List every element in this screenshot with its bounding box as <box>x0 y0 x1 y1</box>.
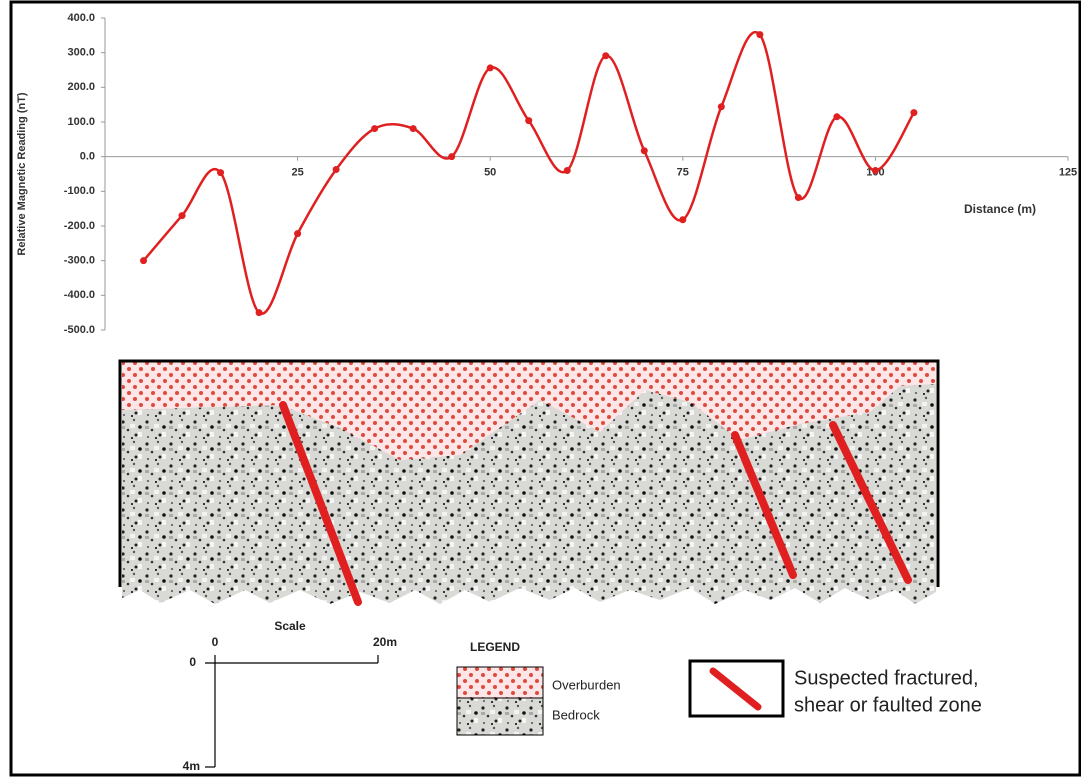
data-point <box>564 167 571 174</box>
data-point <box>718 103 725 110</box>
scale-label: 0 <box>189 655 196 669</box>
x-tick-label: 125 <box>1059 167 1077 179</box>
scale-label: 0 <box>212 635 219 649</box>
data-point <box>525 117 532 124</box>
x-tick-label: 75 <box>677 167 689 179</box>
cross-section <box>120 361 938 604</box>
legend-label: Bedrock <box>552 707 600 722</box>
scale-title: Scale <box>274 619 306 633</box>
data-point <box>756 31 763 38</box>
legend-title: LEGEND <box>470 640 520 654</box>
scale-label: 4m <box>183 759 200 773</box>
data-point <box>371 125 378 132</box>
data-point <box>294 230 301 237</box>
data-point <box>910 109 917 116</box>
y-tick-label: 0.0 <box>80 151 95 163</box>
data-point <box>217 169 224 176</box>
data-point <box>487 64 494 71</box>
data-point <box>140 257 147 264</box>
fault-note: Suspected fractured, <box>794 667 979 689</box>
data-line <box>144 32 914 314</box>
data-point <box>795 194 802 201</box>
x-tick-label: 25 <box>291 167 303 179</box>
data-point <box>333 166 340 173</box>
fault-legend-swatch <box>713 671 758 707</box>
data-point <box>833 113 840 120</box>
chart: 400.0 300.0 200.0 100.0 0.0 -100.0 -200.0 -300.… <box>16 12 1077 336</box>
y-tick-label: 100.0 <box>67 116 95 128</box>
data-point <box>602 52 609 59</box>
data-point <box>679 216 686 223</box>
data-point <box>256 309 263 316</box>
data-point <box>410 125 417 132</box>
y-tick-label: -500.0 <box>64 324 95 336</box>
scale-bar: Scale 0 20m 0 4m <box>183 619 397 773</box>
x-axis-title: Distance (m) <box>964 202 1036 216</box>
y-tick-label: -300.0 <box>64 255 95 267</box>
data-point <box>179 212 186 219</box>
y-tick-label: -200.0 <box>64 220 95 232</box>
y-axis-title: Relative Magnetic Reading (nT) <box>16 92 28 256</box>
y-tick-label: -100.0 <box>64 185 95 197</box>
data-point <box>872 167 879 174</box>
legend-swatch <box>457 698 543 735</box>
y-tick-label: 200.0 <box>67 81 95 93</box>
scale-label: 20m <box>373 635 397 649</box>
legend-swatch <box>457 667 543 698</box>
page: 400.0 300.0 200.0 100.0 0.0 -100.0 -200.0 -300.… <box>0 0 1081 777</box>
x-tick-label: 50 <box>484 167 496 179</box>
y-tick-label: 400.0 <box>67 12 95 24</box>
y-tick-label: -400.0 <box>64 289 95 301</box>
fault-note: shear or faulted zone <box>794 694 982 716</box>
legend-label: Overburden <box>552 677 621 692</box>
legend: LEGEND Overburden Bedrock Suspected frac… <box>457 640 982 735</box>
y-tick-label: 300.0 <box>67 47 95 59</box>
data-point <box>641 147 648 154</box>
data-point <box>448 153 455 160</box>
